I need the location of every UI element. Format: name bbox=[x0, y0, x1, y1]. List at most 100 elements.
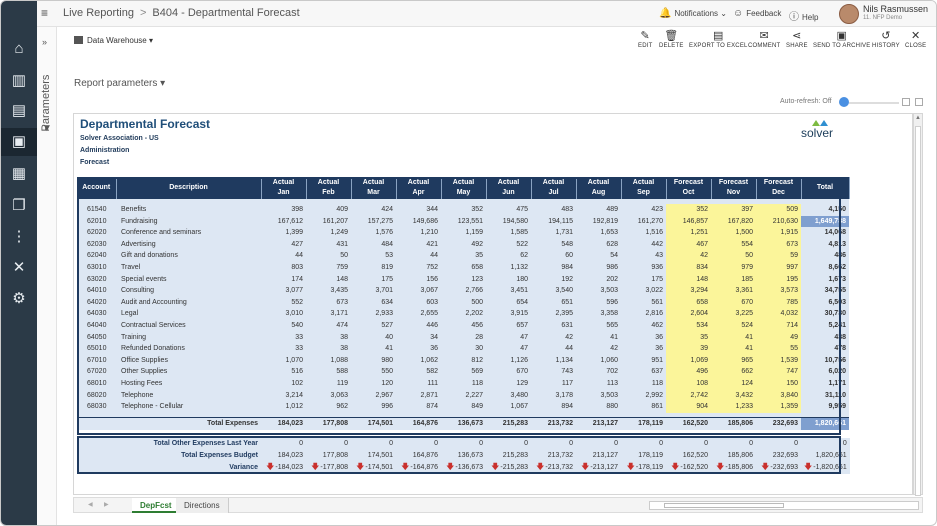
table-cell[interactable]: 167,612 bbox=[261, 215, 306, 228]
table-cell[interactable]: 1,576 bbox=[351, 227, 396, 239]
table-cell[interactable]: 47 bbox=[486, 343, 531, 355]
summary-cell[interactable]: Variance bbox=[77, 461, 261, 474]
table-cell[interactable]: 3,503 bbox=[576, 285, 621, 297]
table-cell[interactable]: 344 bbox=[396, 204, 441, 216]
table-cell[interactable]: 3,915 bbox=[486, 308, 531, 320]
table-cell[interactable]: 14,068 bbox=[801, 227, 849, 239]
table-cell[interactable]: 936 bbox=[621, 261, 666, 274]
table-cell[interactable]: 111 bbox=[396, 377, 441, 390]
table-cell[interactable]: 62 bbox=[486, 250, 531, 262]
table-cell[interactable]: 3,022 bbox=[621, 285, 666, 297]
calculator-icon[interactable]: ▦ bbox=[11, 165, 27, 182]
comment-button[interactable]: ✉ COMMENT bbox=[748, 29, 780, 49]
summary-cell[interactable]: 178,119 bbox=[621, 449, 666, 462]
report-canvas[interactable]: Departmental Forecast Solver Association… bbox=[73, 113, 913, 495]
table-cell[interactable]: 657 bbox=[486, 319, 531, 332]
table-cell[interactable]: 175 bbox=[351, 273, 396, 286]
table-cell[interactable]: 63010 bbox=[77, 261, 116, 274]
table-cell[interactable]: 565 bbox=[576, 319, 621, 332]
table-cell[interactable]: 215,283 bbox=[486, 417, 531, 430]
table-cell[interactable]: 40 bbox=[351, 331, 396, 344]
table-cell[interactable]: 136,673 bbox=[441, 417, 486, 430]
table-cell[interactable]: 484 bbox=[351, 238, 396, 251]
table-cell[interactable]: 232,693 bbox=[756, 417, 801, 430]
table-cell[interactable]: 475 bbox=[486, 204, 531, 216]
table-cell[interactable]: 28 bbox=[441, 331, 486, 344]
expand-panel-icon[interactable]: » bbox=[42, 37, 48, 47]
table-cell[interactable]: 8,662 bbox=[801, 261, 849, 274]
table-cell[interactable]: 997 bbox=[756, 261, 801, 274]
table-cell[interactable]: 489 bbox=[576, 204, 621, 216]
table-cell[interactable]: 118 bbox=[441, 377, 486, 390]
table-cell[interactable]: 1,585 bbox=[486, 227, 531, 239]
table-cell[interactable]: 47 bbox=[486, 331, 531, 344]
table-cell[interactable]: 50 bbox=[711, 250, 756, 262]
table-cell[interactable]: 550 bbox=[351, 366, 396, 378]
table-cell[interactable]: 148 bbox=[306, 273, 351, 286]
table-cell[interactable]: 148 bbox=[666, 273, 711, 286]
summary-cell[interactable]: 1,820,661 bbox=[801, 449, 850, 462]
table-cell[interactable]: 9,959 bbox=[801, 401, 849, 413]
table-cell[interactable]: 2,227 bbox=[441, 389, 486, 402]
table-cell[interactable]: 951 bbox=[621, 354, 666, 367]
table-cell[interactable]: 552 bbox=[261, 296, 306, 309]
table-cell[interactable]: 1,649,788 bbox=[801, 215, 849, 228]
table-cell[interactable]: 834 bbox=[666, 261, 711, 274]
summary-cell[interactable]: 🡇-164,876 bbox=[396, 461, 441, 474]
table-cell[interactable]: 54 bbox=[576, 250, 621, 262]
table-cell[interactable]: 603 bbox=[396, 296, 441, 309]
table-cell[interactable]: 785 bbox=[756, 296, 801, 309]
table-cell[interactable]: Training bbox=[116, 331, 261, 344]
slider-knob[interactable] bbox=[839, 97, 849, 107]
table-cell[interactable]: 68020 bbox=[77, 389, 116, 402]
table-cell[interactable]: 516 bbox=[261, 366, 306, 378]
summary-cell[interactable]: 0 bbox=[756, 438, 801, 450]
table-cell[interactable]: 68010 bbox=[77, 377, 116, 390]
table-cell[interactable]: 36 bbox=[621, 343, 666, 355]
summary-cell[interactable]: 184,023 bbox=[261, 449, 306, 462]
table-cell[interactable]: 42 bbox=[666, 250, 711, 262]
table-cell[interactable]: 3,067 bbox=[396, 285, 441, 297]
table-cell[interactable]: 874 bbox=[396, 401, 441, 413]
table-cell[interactable]: 3,540 bbox=[531, 285, 576, 297]
table-cell[interactable]: 1,820,661 bbox=[801, 417, 849, 430]
table-cell[interactable]: 1,516 bbox=[621, 227, 666, 239]
table-cell[interactable]: 157,275 bbox=[351, 215, 396, 228]
hierarchy-icon[interactable]: ⋮ bbox=[11, 228, 27, 245]
clipboard-icon[interactable]: ▤ bbox=[11, 102, 27, 119]
table-cell[interactable]: 35 bbox=[666, 331, 711, 344]
table-cell[interactable]: 548 bbox=[531, 238, 576, 251]
table-cell[interactable]: 3,358 bbox=[576, 308, 621, 320]
tools-icon[interactable]: ✕ bbox=[12, 259, 26, 276]
table-cell[interactable]: 184,023 bbox=[261, 417, 306, 430]
table-cell[interactable]: 2,742 bbox=[666, 389, 711, 402]
table-cell[interactable]: 1,915 bbox=[756, 227, 801, 239]
table-cell[interactable]: 1,653 bbox=[576, 227, 621, 239]
table-cell[interactable]: 2,933 bbox=[351, 308, 396, 320]
table-cell[interactable]: 759 bbox=[306, 261, 351, 274]
table-cell[interactable]: 631 bbox=[531, 319, 576, 332]
table-cell[interactable]: 64010 bbox=[77, 285, 116, 297]
table-cell[interactable]: 150 bbox=[756, 377, 801, 390]
close-button[interactable]: ✕ CLOSE bbox=[905, 29, 926, 49]
table-cell[interactable]: 2,395 bbox=[531, 308, 576, 320]
table-cell[interactable]: 1,249 bbox=[306, 227, 351, 239]
table-cell[interactable]: 554 bbox=[711, 238, 756, 251]
table-cell[interactable]: 637 bbox=[621, 366, 666, 378]
table-cell[interactable]: 2,871 bbox=[396, 389, 441, 402]
table-cell[interactable]: 44 bbox=[261, 250, 306, 262]
table-cell[interactable]: 64030 bbox=[77, 308, 116, 320]
table-cell[interactable]: 2,992 bbox=[621, 389, 666, 402]
table-cell[interactable]: Total Expenses bbox=[116, 417, 261, 430]
summary-cell[interactable]: 0 bbox=[576, 438, 621, 450]
table-cell[interactable]: 102 bbox=[261, 377, 306, 390]
table-cell[interactable]: 462 bbox=[621, 319, 666, 332]
table-cell[interactable]: Other Supplies bbox=[116, 366, 261, 378]
table-cell[interactable]: 1,062 bbox=[396, 354, 441, 367]
table-cell[interactable]: 1,067 bbox=[486, 401, 531, 413]
table-cell[interactable]: 849 bbox=[441, 401, 486, 413]
table-cell[interactable]: 965 bbox=[711, 354, 756, 367]
table-cell[interactable]: 423 bbox=[621, 204, 666, 216]
table-cell[interactable]: 352 bbox=[441, 204, 486, 216]
table-cell[interactable]: 527 bbox=[351, 319, 396, 332]
